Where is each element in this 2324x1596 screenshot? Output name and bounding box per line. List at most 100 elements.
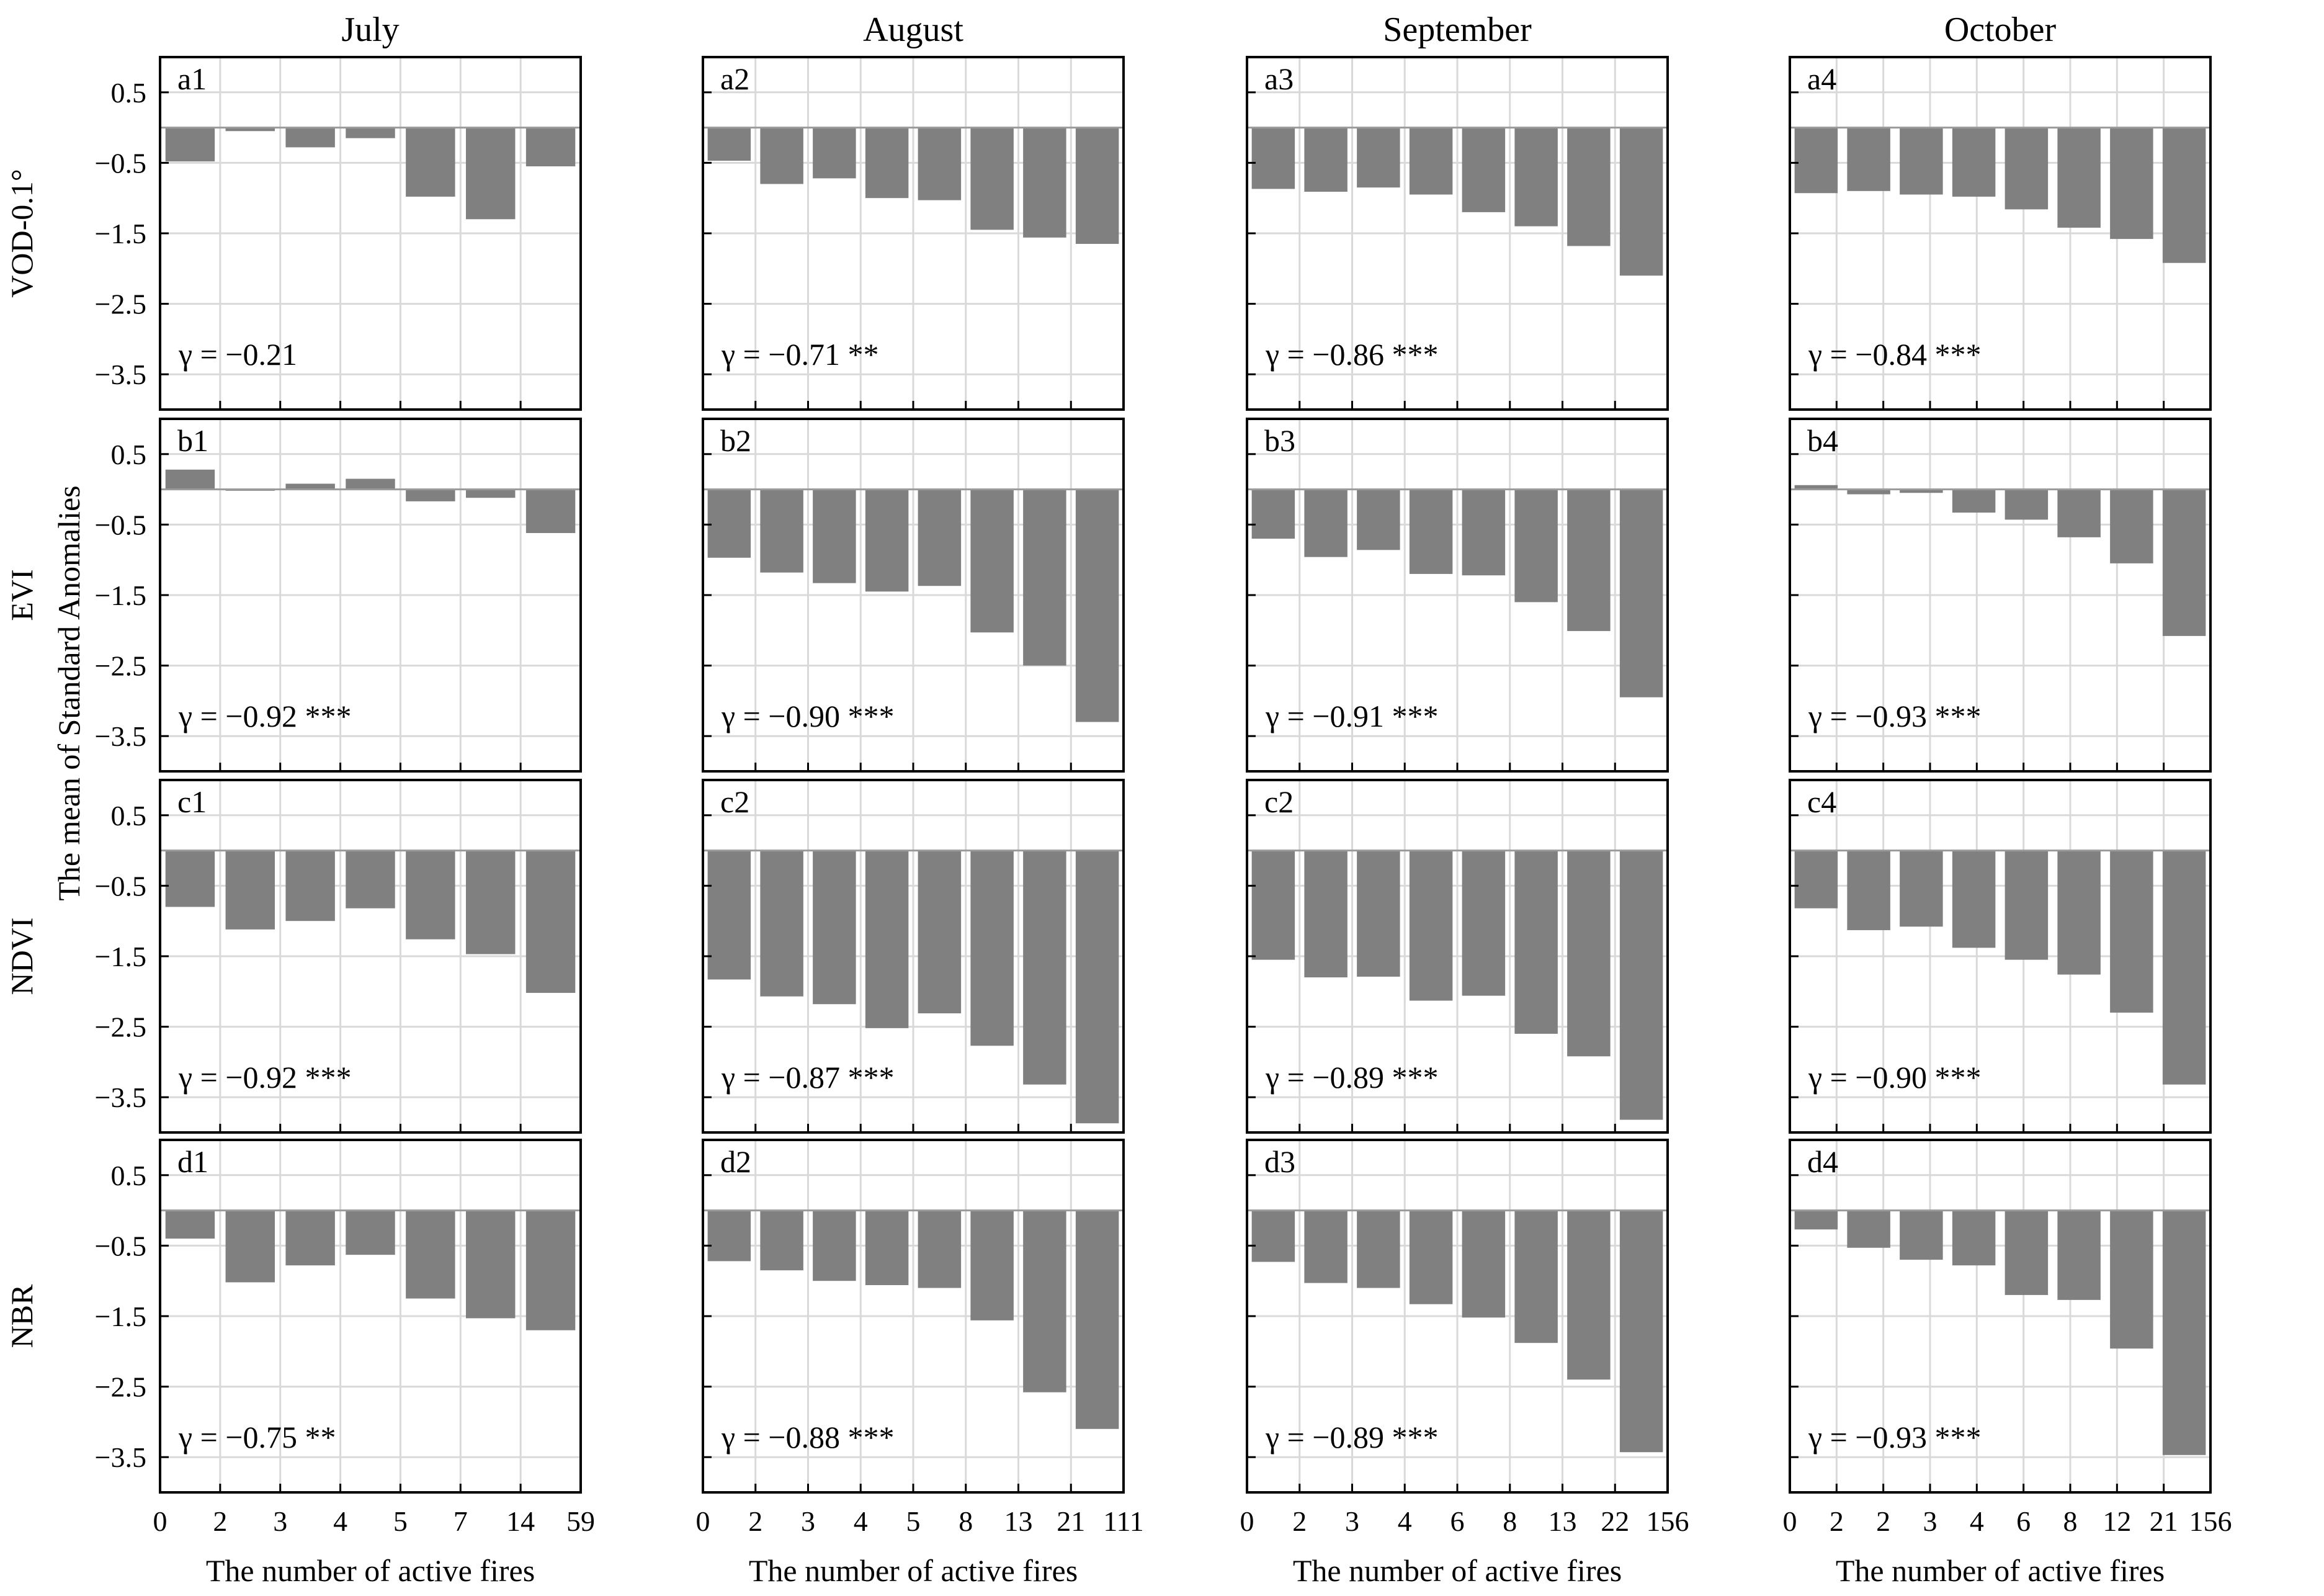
x-tick-label: 14 xyxy=(506,1505,535,1537)
x-tick-label: 2 xyxy=(213,1505,227,1537)
correlation-label: γ = −0.92 *** xyxy=(178,1060,352,1095)
panel-label: a2 xyxy=(720,61,749,96)
bar xyxy=(1023,850,1066,1085)
bar xyxy=(1794,127,1838,194)
bar xyxy=(1462,1210,1506,1318)
bar xyxy=(1409,1210,1453,1304)
panel-b3: b3 γ = −0.91 *** xyxy=(1246,418,1669,773)
x-tick-label: 0 xyxy=(1783,1505,1797,1537)
panel-c2: c2 γ = −0.87 *** xyxy=(702,779,1125,1134)
correlation-label: γ = −0.87 *** xyxy=(721,1060,895,1095)
x-tick-label: 2 xyxy=(1876,1505,1890,1537)
bar xyxy=(2057,1210,2101,1300)
y-tick-label: −1.5 xyxy=(95,1301,146,1332)
bar xyxy=(1567,850,1611,1057)
y-tick-label: −0.5 xyxy=(95,870,146,902)
bar xyxy=(2110,489,2153,563)
x-tick-label: 12 xyxy=(2103,1505,2131,1537)
panel-b2: b2 γ = −0.90 *** xyxy=(702,418,1125,773)
bar xyxy=(1304,1210,1347,1283)
correlation-label: γ = −0.89 *** xyxy=(1265,1060,1439,1095)
bar xyxy=(285,1210,335,1266)
bar xyxy=(346,850,395,908)
bar xyxy=(225,1210,275,1283)
y-tick-label: −1.5 xyxy=(95,941,146,972)
bar xyxy=(225,127,275,132)
panel-d1: 0.5 −0.5 −1.5 −2.5 −3.50 2 3 4 5 7 14 59 d1 γ = −0.75… xyxy=(95,1139,595,1537)
bar xyxy=(1900,1210,1943,1260)
panel-b4: b4 γ = −0.93 *** xyxy=(1789,418,2212,773)
bar xyxy=(525,850,576,993)
bar xyxy=(1357,489,1400,550)
bar xyxy=(1847,850,1890,930)
bar xyxy=(865,1210,909,1286)
bar xyxy=(2162,850,2206,1085)
x-tick-label: 2 xyxy=(748,1505,762,1537)
panel-d3: 0 2 3 4 6 8 13 22 156 d3 γ = −0.89 *** xyxy=(1240,1139,1689,1537)
bar xyxy=(1567,1210,1611,1380)
x-tick-label: 4 xyxy=(1970,1505,1984,1537)
column-title: August xyxy=(863,11,963,49)
bar xyxy=(1357,1210,1400,1288)
bar xyxy=(1794,485,1838,490)
bar xyxy=(1462,850,1506,996)
bar xyxy=(466,1210,516,1319)
panel-c2b: c2 γ = −0.89 *** xyxy=(1246,779,1669,1134)
bar xyxy=(1514,489,1558,603)
x-axis-title: The number of active fires xyxy=(1293,1553,1622,1588)
x-axis-title: The number of active fires xyxy=(749,1553,1078,1588)
y-tick-label: −2.5 xyxy=(95,1011,146,1043)
bar xyxy=(1619,489,1663,697)
bar xyxy=(2162,489,2206,636)
x-tick-label: 0 xyxy=(696,1505,710,1537)
bar xyxy=(760,489,803,573)
bar xyxy=(525,489,576,534)
panel-label: a3 xyxy=(1264,61,1294,96)
bar xyxy=(813,489,856,583)
panel-label: d2 xyxy=(720,1144,751,1179)
bar xyxy=(285,483,335,490)
x-tick-label: 4 xyxy=(333,1505,347,1537)
bar xyxy=(1462,489,1506,576)
bar xyxy=(1952,127,1996,197)
panel-label: b4 xyxy=(1807,423,1838,458)
bar xyxy=(165,850,215,907)
x-tick-label: 0 xyxy=(1240,1505,1254,1537)
bar xyxy=(1357,127,1400,188)
bar xyxy=(918,489,962,586)
correlation-label: γ = −0.88 *** xyxy=(721,1420,895,1455)
y-tick-label: −0.5 xyxy=(95,147,146,179)
bar xyxy=(1357,850,1400,977)
y-axis-title: The mean of Standard Anomalies xyxy=(51,485,86,900)
panel-label: d4 xyxy=(1807,1144,1838,1179)
bar xyxy=(2110,1210,2153,1349)
panel-label: d3 xyxy=(1264,1144,1295,1179)
x-tick-label: 5 xyxy=(393,1505,408,1537)
column-title: September xyxy=(1383,11,1532,49)
bar xyxy=(918,1210,962,1288)
bar xyxy=(1409,850,1453,1001)
bar xyxy=(865,850,909,1028)
x-tick-label: 21 xyxy=(2150,1505,2178,1537)
bar xyxy=(1514,1210,1558,1343)
y-tick-label: −0.5 xyxy=(95,509,146,540)
x-tick-label: 6 xyxy=(2016,1505,2031,1537)
bar xyxy=(1304,489,1347,557)
x-tick-label: 8 xyxy=(959,1505,973,1537)
row-label: NDVI xyxy=(4,918,39,995)
x-tick-label: 2 xyxy=(1830,1505,1844,1537)
bar xyxy=(1794,1210,1838,1230)
x-tick-label: 2 xyxy=(1292,1505,1307,1537)
bar xyxy=(466,489,516,498)
bar xyxy=(707,489,751,558)
bar xyxy=(1023,1210,1066,1392)
x-tick-label: 4 xyxy=(1398,1505,1412,1537)
y-tick-label: −3.5 xyxy=(95,1441,146,1473)
bar xyxy=(406,489,455,501)
y-tick-label: −3.5 xyxy=(95,359,146,390)
correlation-label: γ = −0.75 ** xyxy=(178,1420,336,1455)
bar xyxy=(1619,1210,1663,1453)
panel-label: c1 xyxy=(177,784,207,819)
panel-label: a4 xyxy=(1807,61,1836,96)
